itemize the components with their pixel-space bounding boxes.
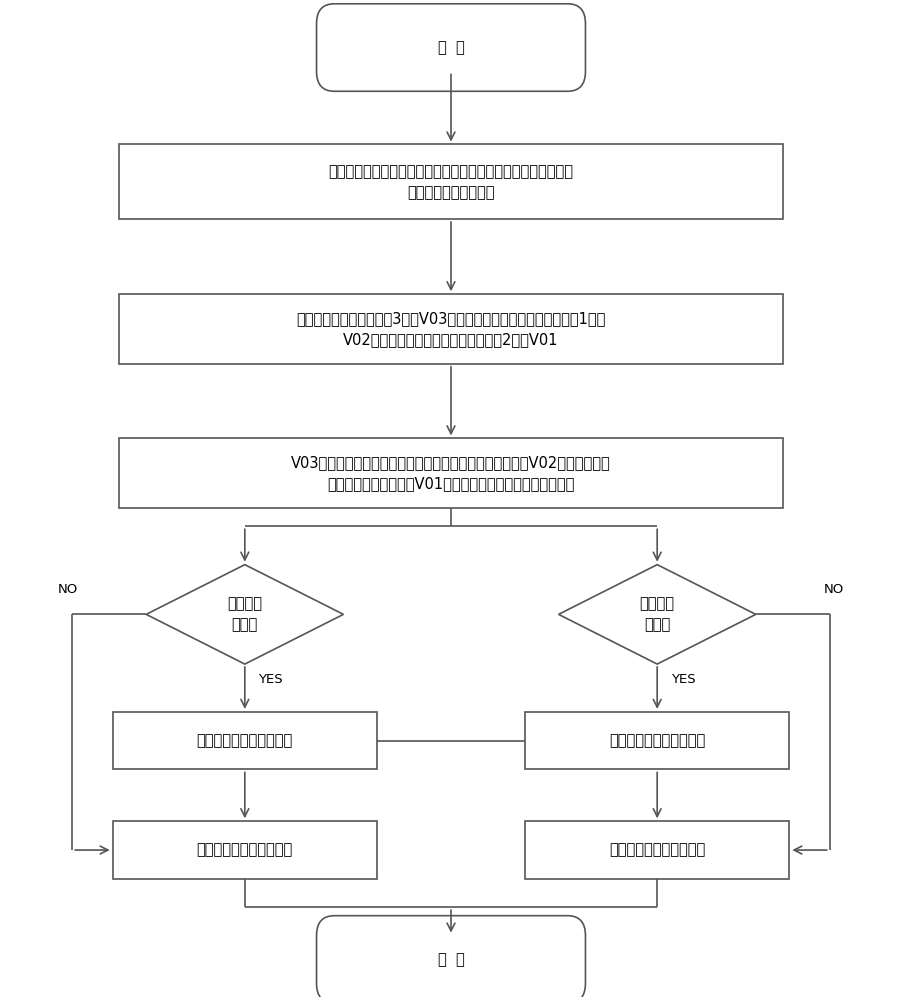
Bar (119, 294, 783, 364)
Polygon shape (558, 565, 756, 664)
Bar (119, 438, 783, 508)
Text: 短路比较模块输出高电平: 短路比较模块输出高电平 (197, 733, 293, 748)
Text: 结  束: 结 束 (437, 952, 465, 967)
Text: NO: NO (824, 583, 844, 596)
Polygon shape (146, 565, 344, 664)
Text: YES: YES (258, 673, 283, 686)
Text: 输出电极
短路？: 输出电极 短路？ (227, 596, 262, 632)
Text: 开路比较模块输出低电平: 开路比较模块输出低电平 (609, 843, 705, 858)
FancyBboxPatch shape (317, 4, 585, 91)
Text: 源信号经过峰値检波模块3输出V03，短路采样信号经过峰値检波模块1输出
V02，开路采样信号经过峰値检波模块2输出V01: 源信号经过峰値检波模块3输出V03，短路采样信号经过峰値检波模块1输出 V02，… (297, 311, 605, 347)
Text: 取强度调节模块输出的源信号，通过采样模块分别取输出电极的
正极和负极的采样信号: 取强度调节模块输出的源信号，通过采样模块分别取输出电极的 正极和负极的采样信号 (328, 164, 574, 200)
Text: 开  始: 开 始 (437, 40, 465, 55)
Text: 短路比较模块输出低电平: 短路比较模块输出低电平 (197, 843, 293, 858)
Bar (525, 712, 789, 769)
Text: 开路比较模块输出高电平: 开路比较模块输出高电平 (609, 733, 705, 748)
Bar (113, 712, 377, 769)
Bar (525, 821, 789, 879)
Text: 输出电极
开路？: 输出电极 开路？ (640, 596, 675, 632)
Text: YES: YES (670, 673, 695, 686)
Bar (119, 144, 783, 219)
Text: V03传递至短路比较模块同向端，和开路比较模块反向端；V02传输给短路比
较模块的反向输入端；V01输出至开路比较模块的同向输入端: V03传递至短路比较模块同向端，和开路比较模块反向端；V02传输给短路比 较模块… (291, 455, 611, 491)
Text: NO: NO (58, 583, 78, 596)
FancyBboxPatch shape (317, 916, 585, 1000)
Bar (113, 821, 377, 879)
